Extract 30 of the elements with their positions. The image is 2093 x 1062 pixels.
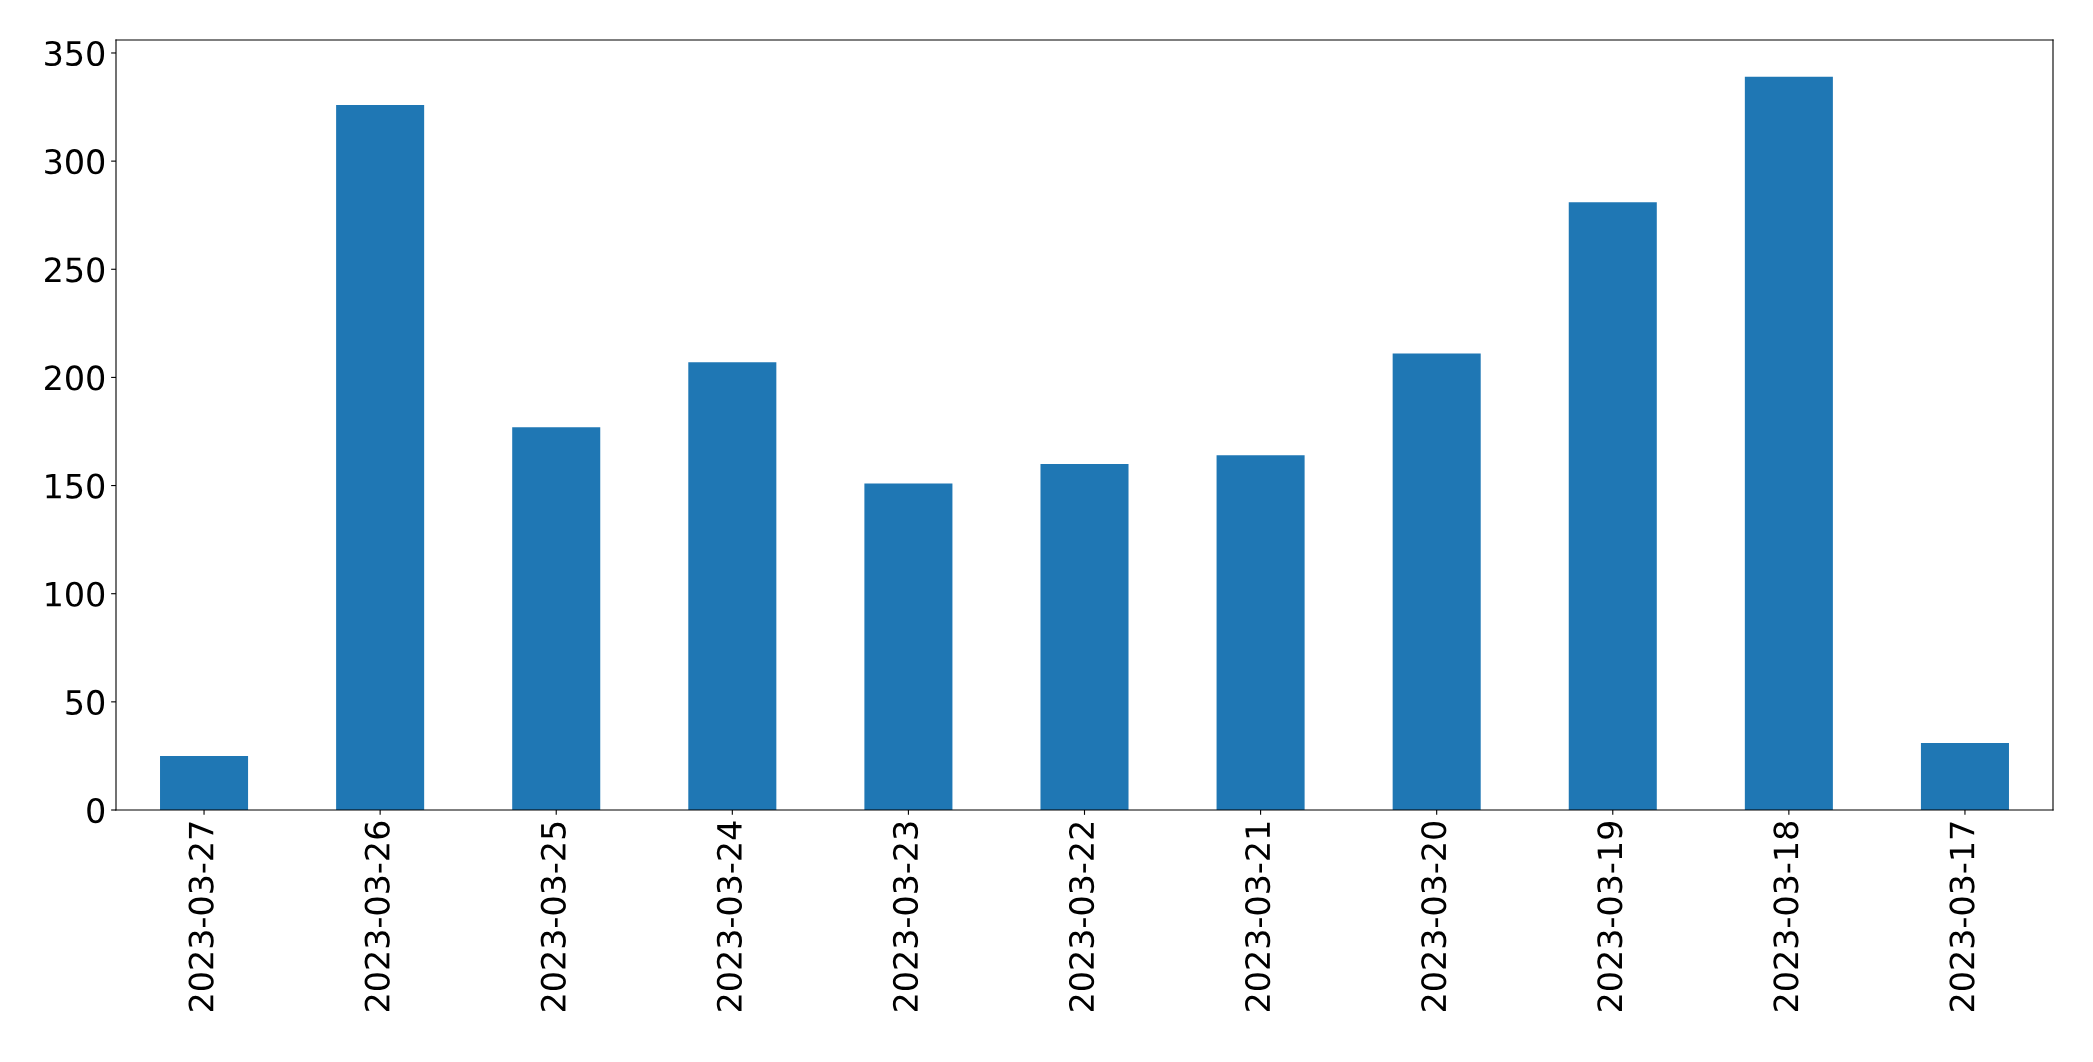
x-tick-label: 2023-03-25: [540, 822, 566, 1011]
bar: [1920, 742, 2009, 810]
bar: [336, 104, 425, 810]
x-tick-label: 2023-03-26: [364, 821, 390, 1011]
x-tick-label: 2023-03-20: [1421, 821, 1447, 1011]
y-tick-label: 350: [45, 40, 105, 67]
y-tick-label: 150: [46, 473, 105, 499]
bar: [1568, 202, 1657, 810]
y-tick-label: 200: [45, 365, 105, 391]
x-tick-label: 2023-03-17: [1949, 822, 1975, 1011]
x-tick-label: 2023-03-23: [892, 822, 919, 1011]
x-tick-label: 2023-03-21: [1245, 822, 1271, 1011]
bar: [1040, 463, 1129, 810]
bar: [864, 483, 953, 810]
bar: [512, 427, 601, 810]
bar: [160, 755, 249, 810]
x-tick-label: 2023-03-19: [1597, 822, 1623, 1011]
y-tick-label: 0: [87, 797, 105, 824]
y-tick-label: 50: [66, 689, 105, 715]
y-tick-label: 100: [46, 581, 105, 607]
bar: [1744, 76, 1833, 810]
x-tick-label: 2023-03-27: [188, 822, 214, 1011]
y-tick-label: 250: [45, 257, 105, 283]
bar: [1392, 353, 1481, 810]
bar: [688, 362, 777, 810]
bar: [1216, 455, 1305, 810]
x-tick-label: 2023-03-18: [1773, 822, 1799, 1011]
x-tick-label: 2023-03-22: [1068, 823, 1095, 1011]
x-tick-label: 2023-03-24: [716, 821, 742, 1011]
y-tick-label: 300: [45, 149, 105, 175]
